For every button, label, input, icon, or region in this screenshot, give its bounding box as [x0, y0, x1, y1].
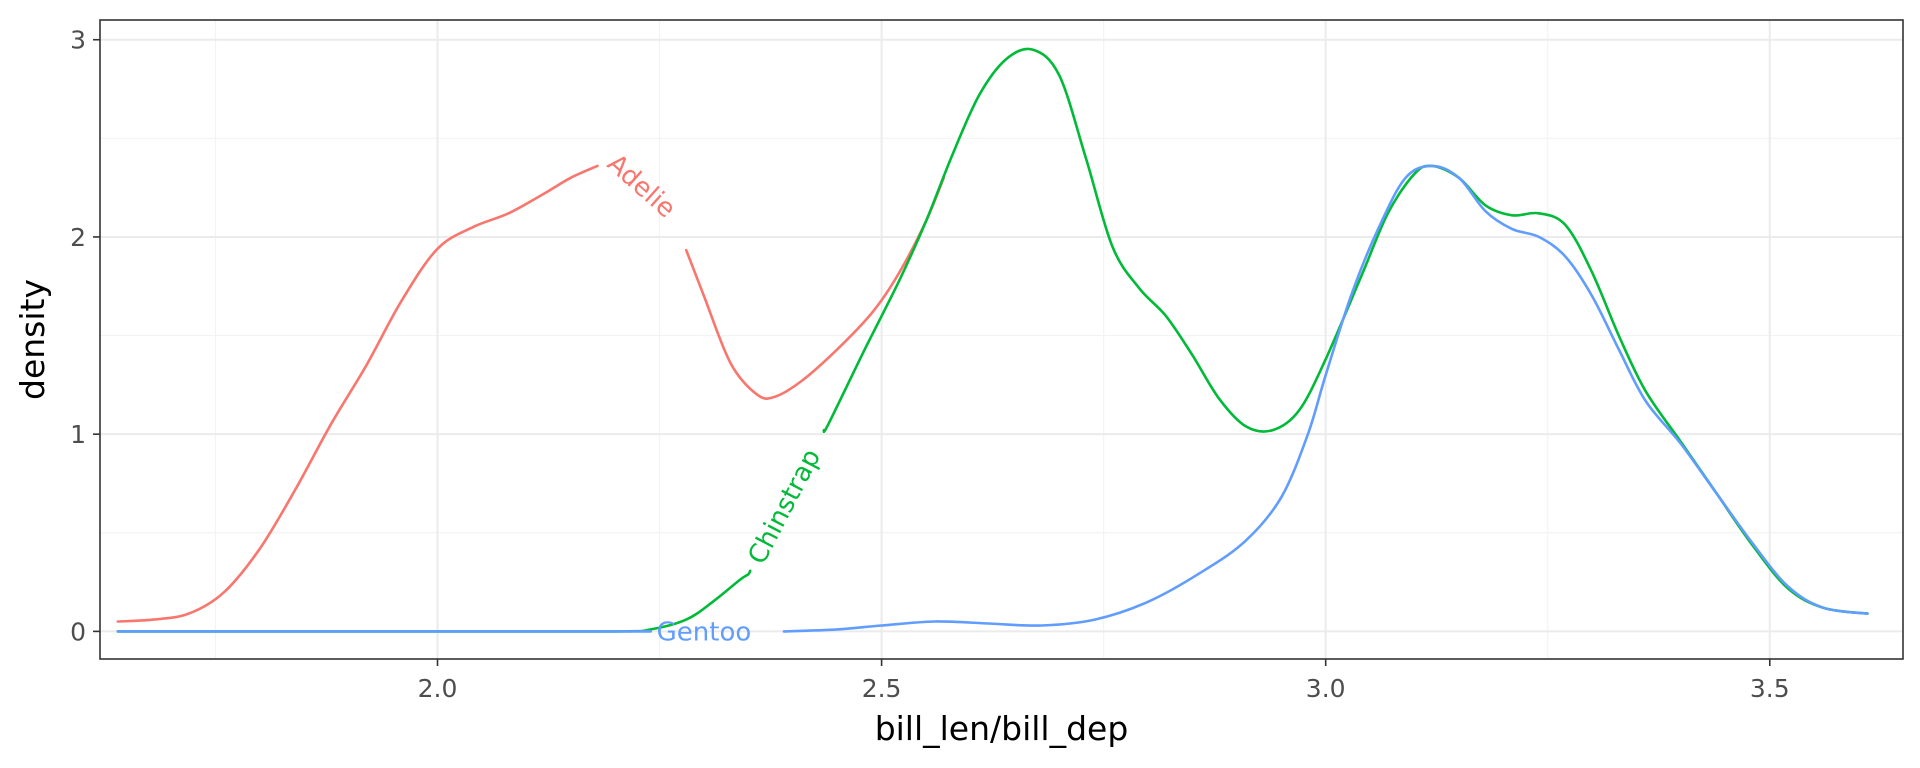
adelie-density-line [684, 176, 946, 400]
adelie-density-line [116, 164, 599, 623]
y-tick-label: 3 [70, 26, 86, 55]
series-lines [116, 47, 1869, 633]
x-axis-title: bill_len/bill_dep [875, 709, 1129, 748]
y-tick-label: 0 [70, 617, 86, 646]
x-tick-label: 2.5 [862, 674, 902, 703]
gentoo-density-line [782, 164, 1869, 633]
y-tick-label: 1 [70, 420, 86, 449]
chinstrap-density-line [822, 47, 1869, 615]
x-tick-label: 3.0 [1306, 674, 1346, 703]
axes: 2.0 2.5 3.0 3.5 0 1 2 3 [70, 26, 1790, 703]
panel-border [99, 19, 1904, 660]
x-tick-label: 2.0 [418, 674, 458, 703]
x-tick-label: 3.5 [1750, 674, 1790, 703]
y-axis-title: density [13, 279, 52, 400]
y-tick-label: 2 [70, 223, 86, 252]
gentoo-series-label: Gentoo [657, 617, 752, 647]
